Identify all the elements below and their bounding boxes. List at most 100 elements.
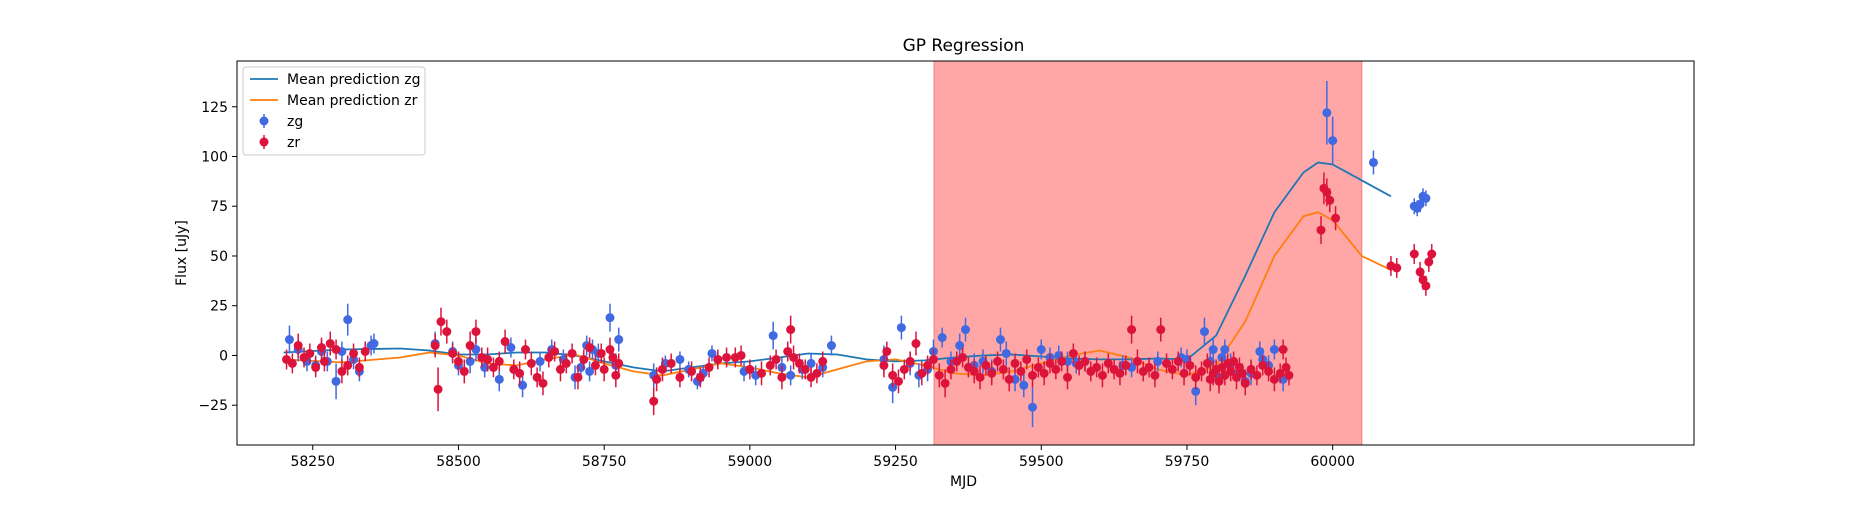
data-point-zg <box>826 341 836 351</box>
data-point-zr <box>998 364 1008 374</box>
data-point-zr <box>1325 195 1335 205</box>
data-point-zr <box>713 354 723 364</box>
data-point-zr <box>946 364 956 374</box>
legend: Mean prediction zg Mean prediction zr zg zr <box>242 66 426 156</box>
data-point-zr <box>911 339 921 349</box>
data-point-zg <box>614 335 624 345</box>
data-point-zr <box>515 368 525 378</box>
shaded-region <box>933 60 1363 446</box>
data-point-zr <box>888 370 898 380</box>
data-point-zr <box>1121 360 1131 370</box>
data-point-zg <box>1269 344 1279 354</box>
chart-title: GP Regression <box>903 36 1025 56</box>
data-point-zr <box>975 372 985 382</box>
data-point-zr <box>448 348 458 358</box>
data-point-zr <box>1057 356 1067 366</box>
data-point-zr <box>1103 358 1113 368</box>
data-point-zr <box>1197 366 1207 376</box>
data-point-zg <box>768 331 778 341</box>
data-point-zr <box>579 354 589 364</box>
data-point-zr <box>599 364 609 374</box>
data-point-zr <box>652 374 662 384</box>
data-point-zr <box>794 358 804 368</box>
x-axis-label: MJD <box>950 474 977 490</box>
data-point-zg <box>369 339 379 349</box>
data-point-zr <box>882 346 892 356</box>
data-point-zr <box>1202 358 1212 368</box>
legend-label: zr <box>287 135 300 151</box>
data-point-zr <box>777 372 787 382</box>
data-point-zr <box>1246 364 1256 374</box>
data-point-zr <box>1062 372 1072 382</box>
data-point-zr <box>343 360 353 370</box>
data-point-zr <box>771 354 781 364</box>
data-point-zr <box>649 396 659 406</box>
y-axis-label: Flux [uJy] <box>174 220 190 286</box>
x-tick-label: 59500 <box>1019 454 1064 470</box>
data-point-zr <box>1016 366 1026 376</box>
data-point-zr <box>488 362 498 372</box>
y-tick-label: −25 <box>198 398 228 414</box>
data-point-zg <box>494 374 504 384</box>
data-point-zg <box>1368 157 1378 167</box>
data-point-zr <box>765 360 775 370</box>
x-tick-label: 59000 <box>728 454 773 470</box>
data-point-zr <box>818 356 828 366</box>
data-point-zr <box>317 343 327 353</box>
data-point-zg <box>585 366 595 376</box>
data-point-zr <box>1097 370 1107 380</box>
data-point-zr <box>442 327 452 337</box>
data-point-zr <box>1316 225 1326 235</box>
data-point-zg <box>707 348 717 358</box>
data-point-zg <box>786 370 796 380</box>
data-point-zr <box>757 368 767 378</box>
data-point-zg <box>1199 327 1209 337</box>
data-point-zr <box>1028 370 1038 380</box>
data-point-zg <box>995 335 1005 345</box>
x-tick-label: 59250 <box>873 454 918 470</box>
data-point-zr <box>555 364 565 374</box>
plot-frame <box>236 60 1695 446</box>
data-point-zr <box>1229 356 1239 366</box>
y-tick-label: 125 <box>201 100 228 116</box>
data-point-zr <box>1039 368 1049 378</box>
data-point-zg <box>806 358 816 368</box>
y-axis: −25 0 25 50 75 100 125 <box>198 100 237 414</box>
data-point-zg <box>343 315 353 325</box>
y-tick-label: 75 <box>210 199 228 215</box>
data-point-zg <box>465 356 475 366</box>
legend-marker-swatch <box>259 137 269 147</box>
data-point-zr <box>657 364 667 374</box>
data-point-zr <box>958 352 968 362</box>
data-point-zr <box>893 376 903 386</box>
data-point-zr <box>1051 364 1061 374</box>
data-point-zr <box>287 358 297 368</box>
data-point-zg <box>1028 402 1038 412</box>
data-point-zr <box>1275 368 1285 378</box>
data-point-zr <box>789 352 799 362</box>
data-point-zr <box>1179 368 1189 378</box>
legend-label: Mean prediction zr <box>287 93 418 109</box>
data-point-zr <box>940 378 950 388</box>
legend-box <box>242 66 426 156</box>
data-point-zr <box>1185 360 1195 370</box>
data-point-zg <box>605 313 615 323</box>
data-point-zr <box>987 368 997 378</box>
data-point-zr <box>687 366 697 376</box>
data-point-zr <box>993 356 1003 366</box>
data-point-zr <box>567 348 577 358</box>
y-tick-label: 0 <box>219 348 228 364</box>
data-point-zg <box>1421 193 1431 203</box>
data-point-zr <box>1191 372 1201 382</box>
data-point-zg <box>284 335 294 345</box>
data-point-zr <box>459 366 469 376</box>
data-point-zg <box>1191 386 1201 396</box>
x-tick-label: 60000 <box>1310 454 1355 470</box>
data-point-zr <box>1033 362 1043 372</box>
data-point-zr <box>608 352 618 362</box>
legend-label: Mean prediction zg <box>287 72 421 88</box>
series-zr <box>282 172 1437 416</box>
data-point-zr <box>736 350 746 360</box>
data-point-zr <box>360 346 370 356</box>
data-point-zr <box>1127 325 1137 335</box>
